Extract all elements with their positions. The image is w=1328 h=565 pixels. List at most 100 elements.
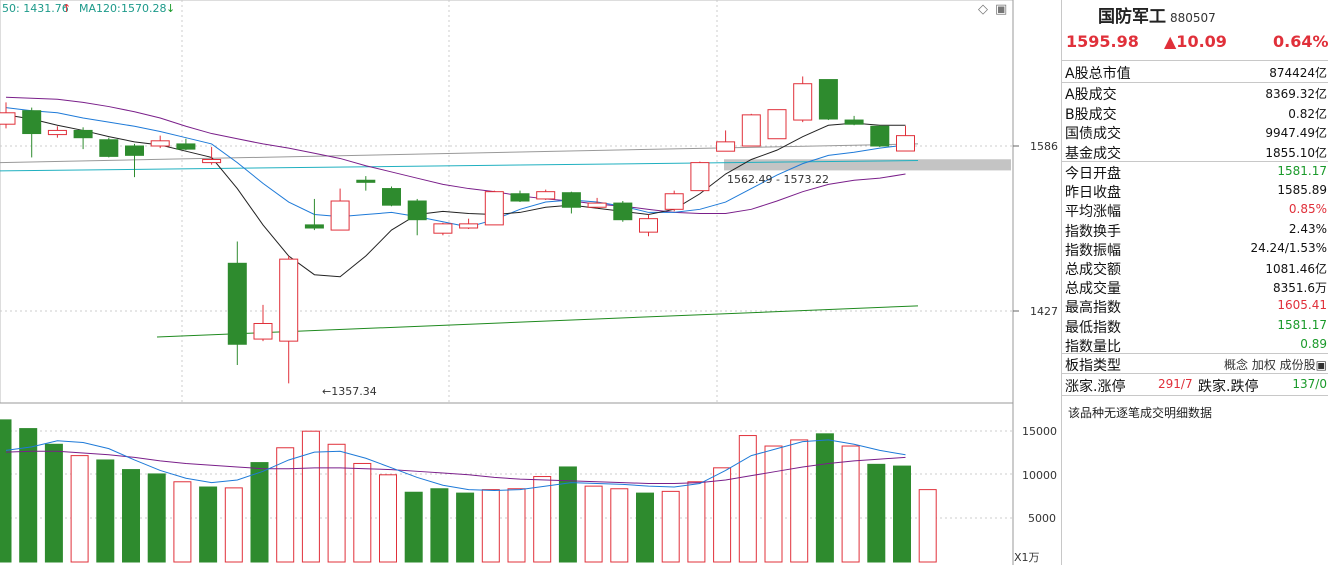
stat-row: 昨日收盘 1585.89	[1062, 181, 1328, 201]
candle-body	[536, 191, 556, 200]
candle-body	[690, 162, 710, 192]
volume-bar	[687, 481, 706, 563]
index-title: 国防军工 880507	[1098, 7, 1216, 27]
volume-bar	[507, 488, 526, 563]
candle-series	[0, 76, 915, 384]
candle-body	[176, 143, 196, 150]
turnover-row: 国债成交 9947.49亿	[1062, 122, 1328, 142]
turnover-value: 8369.32亿	[1265, 87, 1327, 101]
candle-body	[793, 83, 813, 121]
candle-body	[356, 179, 376, 183]
volume-bar	[636, 492, 654, 563]
volume-bar	[893, 465, 911, 563]
index-type-tags[interactable]: 概念 加权 成份股▣	[1224, 358, 1327, 372]
volume-bar	[430, 488, 449, 563]
price-axis-label-lower: 1427	[1030, 305, 1058, 318]
stat-label: 指数换手	[1065, 223, 1121, 240]
volume-bar	[918, 489, 937, 563]
candle-body	[150, 140, 170, 147]
advance-count: 291/7	[1158, 377, 1193, 391]
volume-bars	[0, 419, 937, 563]
candle-body	[587, 202, 607, 208]
volume-bar	[738, 435, 757, 563]
ma60-readout: 50: 1431.76	[2, 2, 69, 15]
settings-box-icon[interactable]: ▣	[995, 2, 1007, 17]
vol-ma-blue-line	[5, 439, 906, 491]
turnover-label: B股成交	[1065, 106, 1117, 123]
volume-bar	[456, 492, 475, 563]
chart-grid	[0, 0, 1019, 565]
stat-value: 2.43%	[1288, 221, 1327, 236]
stat-label: 最高指数	[1065, 300, 1121, 317]
volume-bar	[44, 443, 63, 563]
ma-cyan-line	[0, 160, 919, 172]
stat-value: 0.89	[1300, 336, 1327, 351]
stat-value: 1585.89	[1277, 183, 1327, 198]
stat-row: 最低指数 1581.17	[1062, 316, 1328, 336]
candle-body	[407, 200, 427, 221]
ma120-down-arrow: ↓	[166, 2, 175, 15]
decline-count: 137/0	[1292, 377, 1327, 391]
ma120-label: MA120:	[79, 2, 121, 15]
volume-bar	[404, 491, 423, 563]
candle-body	[279, 258, 299, 342]
candle-body	[767, 109, 787, 140]
stat-value: 24.24/1.53%	[1250, 240, 1327, 255]
volume-bar	[584, 485, 603, 563]
volume-bar	[0, 419, 12, 563]
candle-body	[73, 129, 93, 139]
candle-body	[125, 145, 144, 156]
candle-body	[330, 200, 350, 231]
candle-body	[664, 193, 684, 210]
volume-bar	[173, 481, 192, 563]
candle-body	[484, 191, 504, 226]
volume-bar	[301, 430, 320, 563]
volume-axis-label-5000: 5000	[1028, 512, 1056, 525]
candle-body	[716, 141, 736, 152]
turnover-value: 9947.49亿	[1265, 126, 1327, 140]
candle-body	[844, 119, 864, 125]
price-change-pct: 0.64%	[1273, 32, 1328, 51]
volume-bar	[867, 463, 886, 563]
candle-body	[896, 135, 915, 152]
price-axis-label-upper: 1586	[1030, 140, 1058, 153]
stat-value: 1581.17	[1277, 317, 1327, 332]
candle-body	[818, 79, 838, 120]
stat-row: 今日开盘 1581.17	[1062, 162, 1328, 182]
turnover-label: 国债成交	[1065, 126, 1121, 142]
candle-body	[382, 188, 401, 206]
stat-row: 指数振幅 24.24/1.53%	[1062, 239, 1328, 259]
candle-body	[639, 218, 658, 233]
diamond-icon[interactable]: ◇	[978, 2, 988, 17]
kline-chart[interactable]: 50: 1431.76 ↑ MA120: 1570.28 ↓ ◇ ▣ 1586 …	[0, 0, 1060, 565]
ma-gray-line	[0, 143, 919, 164]
stat-label: 最低指数	[1065, 319, 1121, 336]
stat-value: 8351.6万	[1273, 281, 1327, 296]
volume-bar	[713, 467, 732, 563]
stat-row: 平均涨幅 0.85%	[1062, 200, 1328, 220]
stat-label: 今日开盘	[1065, 166, 1121, 182]
volume-bar	[276, 447, 295, 563]
candle-body	[433, 223, 453, 234]
stat-label: 总成交额	[1065, 262, 1121, 278]
candle-body	[510, 193, 530, 202]
candle-body	[22, 110, 42, 135]
candle-body	[202, 158, 222, 164]
stat-value: 1081.46亿	[1265, 262, 1327, 276]
volume-bar	[199, 486, 218, 563]
stat-row: 总成交量 8351.6万	[1062, 277, 1328, 297]
turnover-label: 基金成交	[1065, 145, 1121, 162]
candle-body	[47, 129, 67, 136]
stat-value: 0.85%	[1288, 202, 1327, 217]
candle-body	[227, 262, 247, 345]
stat-row: 最高指数 1605.41	[1062, 296, 1328, 317]
gap-range-annotation: 1562.49 - 1573.22	[727, 173, 829, 186]
candle-body	[253, 322, 273, 340]
candle-body	[613, 202, 633, 221]
advance-decline-row: 涨家.涨停 291/7 跌家.跌停 137/0	[1065, 377, 1327, 395]
candle-body	[561, 192, 581, 208]
candle-body	[870, 125, 890, 147]
volume-axis-label-15000: 15000	[1022, 425, 1057, 438]
decline-label: 跌家.跌停	[1198, 379, 1259, 395]
volume-bar	[224, 487, 243, 563]
